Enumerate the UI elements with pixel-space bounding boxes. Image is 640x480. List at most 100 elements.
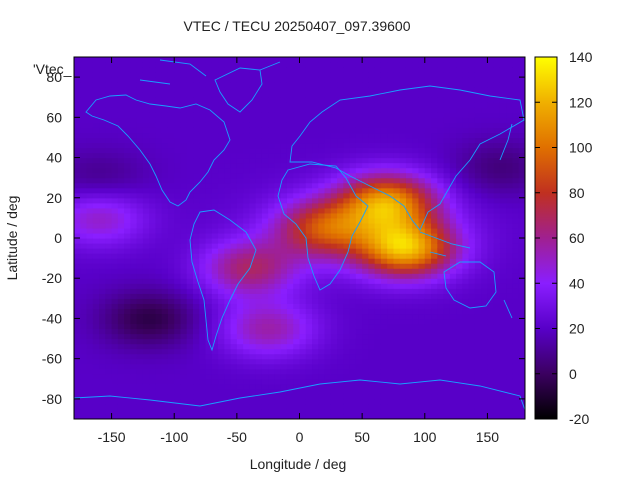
heatmap-cell: [493, 192, 501, 199]
heatmap-cell: [481, 323, 489, 330]
heatmap-cell: [199, 263, 207, 269]
heatmap-cell: [142, 122, 150, 128]
heatmap-cell: [86, 398, 94, 405]
heatmap-cell: [374, 132, 382, 139]
heatmap-cell: [355, 313, 363, 320]
heatmap-cell: [499, 398, 507, 405]
heatmap-cell: [230, 388, 238, 395]
heatmap-cell: [186, 152, 194, 159]
heatmap-cell: [493, 248, 501, 254]
heatmap-cell: [362, 333, 369, 340]
heatmap-cell: [117, 132, 125, 139]
heatmap-cell: [117, 303, 125, 309]
heatmap-cell: [468, 313, 476, 320]
heatmap-cell: [305, 253, 313, 259]
heatmap-cell: [468, 157, 476, 164]
heatmap-cell: [418, 348, 426, 355]
heatmap-cell: [117, 177, 125, 184]
heatmap-cell: [424, 238, 432, 244]
heatmap-cell: [167, 258, 175, 264]
heatmap-cell: [74, 82, 81, 88]
heatmap-cell: [286, 323, 294, 330]
heatmap-cell: [180, 142, 188, 149]
heatmap-cell: [105, 258, 113, 264]
heatmap-cell: [193, 398, 200, 405]
heatmap-cell: [167, 222, 175, 229]
heatmap-cell: [424, 142, 432, 149]
heatmap-cell: [330, 338, 338, 345]
heatmap-cell: [167, 82, 175, 88]
heatmap-cell: [443, 62, 451, 68]
heatmap-cell: [481, 273, 489, 279]
heatmap-cell: [393, 92, 401, 98]
heatmap-cell: [286, 368, 294, 375]
heatmap-cell: [380, 127, 388, 134]
heatmap-cell: [499, 72, 507, 78]
heatmap-cell: [487, 162, 495, 169]
heatmap-cell: [380, 67, 388, 73]
heatmap-cell: [167, 288, 175, 294]
heatmap-cell: [130, 403, 138, 410]
heatmap-cell: [318, 378, 326, 385]
heatmap-cell: [286, 413, 294, 419]
heatmap-cell: [312, 393, 319, 400]
heatmap-cell: [399, 253, 407, 259]
heatmap-cell: [449, 202, 457, 209]
heatmap-cell: [167, 403, 175, 410]
heatmap-cell: [199, 142, 207, 149]
heatmap-cell: [136, 202, 144, 209]
heatmap-cell: [324, 258, 332, 264]
heatmap-cell: [380, 167, 388, 174]
heatmap-cell: [255, 323, 263, 330]
heatmap-cell: [142, 222, 150, 229]
heatmap-cell: [155, 248, 163, 254]
heatmap-cell: [493, 283, 501, 289]
heatmap-cell: [111, 132, 119, 139]
heatmap-cell: [105, 182, 113, 189]
heatmap-cell: [443, 202, 451, 209]
heatmap-cell: [330, 207, 338, 214]
heatmap-cell: [174, 92, 182, 98]
heatmap-cell: [456, 323, 463, 330]
heatmap-cell: [167, 383, 175, 390]
heatmap-cell: [211, 373, 219, 380]
heatmap-cell: [387, 202, 395, 209]
heatmap-cell: [462, 172, 470, 179]
heatmap-cell: [299, 298, 307, 304]
heatmap-cell: [362, 202, 369, 209]
heatmap-cell: [456, 363, 463, 370]
heatmap-cell: [261, 413, 269, 419]
heatmap-cell: [431, 97, 438, 103]
heatmap-cell: [180, 72, 188, 78]
heatmap-cell: [243, 62, 250, 68]
heatmap-cell: [117, 152, 125, 159]
heatmap-cell: [506, 338, 514, 345]
heatmap-cell: [186, 167, 194, 174]
heatmap-cell: [487, 373, 495, 380]
heatmap-cell: [80, 142, 88, 149]
heatmap-cell: [424, 182, 432, 189]
heatmap-cell: [324, 243, 332, 249]
heatmap-cell: [387, 403, 395, 410]
heatmap-cell: [167, 268, 175, 274]
heatmap-cell: [380, 92, 388, 98]
heatmap-cell: [368, 172, 376, 179]
heatmap-cell: [437, 107, 445, 113]
heatmap-cell: [449, 388, 457, 395]
heatmap-cell: [462, 248, 470, 254]
heatmap-cell: [193, 323, 200, 330]
heatmap-cell: [299, 288, 307, 294]
heatmap-cell: [193, 408, 200, 415]
heatmap-cell: [218, 293, 225, 299]
heatmap-cell: [487, 393, 495, 400]
heatmap-cell: [468, 227, 476, 234]
heatmap-cell: [481, 263, 489, 269]
heatmap-cell: [111, 293, 119, 299]
heatmap-cell: [180, 363, 188, 370]
heatmap-cell: [431, 102, 438, 108]
heatmap-cell: [130, 102, 138, 108]
heatmap-cell: [349, 393, 357, 400]
heatmap-cell: [387, 177, 395, 184]
heatmap-cell: [449, 338, 457, 345]
heatmap-cell: [506, 283, 514, 289]
